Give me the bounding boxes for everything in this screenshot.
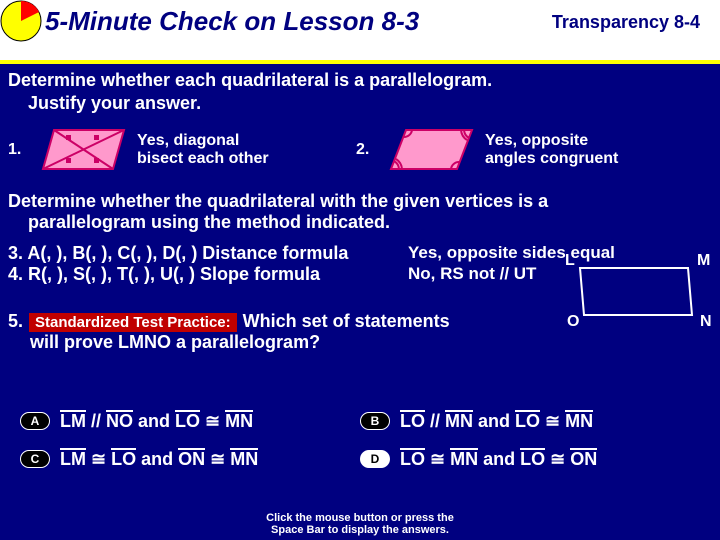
choice-C[interactable]: C LM ≅ LO and ON ≅ MN xyxy=(20,448,360,470)
choice-A-text: LM // NO and LO ≅ MN xyxy=(60,410,253,432)
choice-B-text: LO // MN and LO ≅ MN xyxy=(400,410,593,432)
choices: A LM // NO and LO ≅ MN B LO // MN and LO… xyxy=(20,410,710,486)
q1-answer: Yes, diagonal bisect each other xyxy=(137,132,269,168)
q1-diagram xyxy=(36,122,131,177)
lmno-N: N xyxy=(700,313,712,331)
lmno-L: L xyxy=(565,252,575,270)
footer: Click the mouse button or press the Spac… xyxy=(0,512,720,536)
choice-B[interactable]: B LO // MN and LO ≅ MN xyxy=(360,410,700,432)
transparency-label: Transparency 8-4 xyxy=(552,12,700,33)
q5-text1: Which set of statements xyxy=(243,311,450,332)
instruction-2b: parallelogram using the method indicated… xyxy=(8,212,712,233)
footer-line2: Space Bar to display the answers. xyxy=(0,524,720,536)
q2-diagram xyxy=(384,122,479,177)
q3-text: 3. A(, ), B(, ), C(, ), D(, ) Distance f… xyxy=(8,243,408,264)
divider xyxy=(0,60,720,64)
q4-text: 4. R(, ), S(, ), T(, ), U(, ) Slope form… xyxy=(8,264,408,285)
instruction-1b: Justify your answer. xyxy=(8,93,712,114)
q1: 1. Yes, diagonal bisect each other xyxy=(8,122,356,177)
instruction-2a: Determine whether the quadrilateral with… xyxy=(8,191,712,212)
lmno-diagram xyxy=(570,260,702,330)
choice-C-oval: C xyxy=(20,450,50,468)
q2-answer: Yes, opposite angles congruent xyxy=(485,132,618,168)
q5-num: 5. xyxy=(8,311,23,332)
q1-num: 1. xyxy=(8,141,30,159)
q2: 2. Yes, opposite angles congruent xyxy=(356,122,706,177)
title: 5-Minute Check on Lesson 8-3 xyxy=(45,6,419,37)
choice-A-oval: A xyxy=(20,412,50,430)
choice-D-oval: D xyxy=(360,450,390,468)
q5-line2: will prove LMNO a parallelogram? xyxy=(8,332,712,353)
lmno-O: O xyxy=(567,313,579,331)
slide: 5-Minute Check on Lesson 8-3 Transparenc… xyxy=(0,0,720,540)
instruction-1a: Determine whether each quadrilateral is … xyxy=(8,70,712,91)
choice-D[interactable]: D LO ≅ MN and LO ≅ ON xyxy=(360,448,700,470)
q4-answer: No, RS not // UT xyxy=(408,264,536,285)
footer-line1: Click the mouse button or press the xyxy=(0,512,720,524)
std-practice-badge: Standardized Test Practice: xyxy=(29,313,237,332)
q2-num: 2. xyxy=(356,141,378,159)
pie-icon xyxy=(0,0,42,42)
choice-B-oval: B xyxy=(360,412,390,430)
row-q1-q2: 1. Yes, diagonal bisect each other 2. xyxy=(8,122,712,177)
choice-C-text: LM ≅ LO and ON ≅ MN xyxy=(60,448,258,470)
choice-A[interactable]: A LM // NO and LO ≅ MN xyxy=(20,410,360,432)
choice-D-text: LO ≅ MN and LO ≅ ON xyxy=(400,448,597,470)
lmno-M: M xyxy=(697,252,710,270)
